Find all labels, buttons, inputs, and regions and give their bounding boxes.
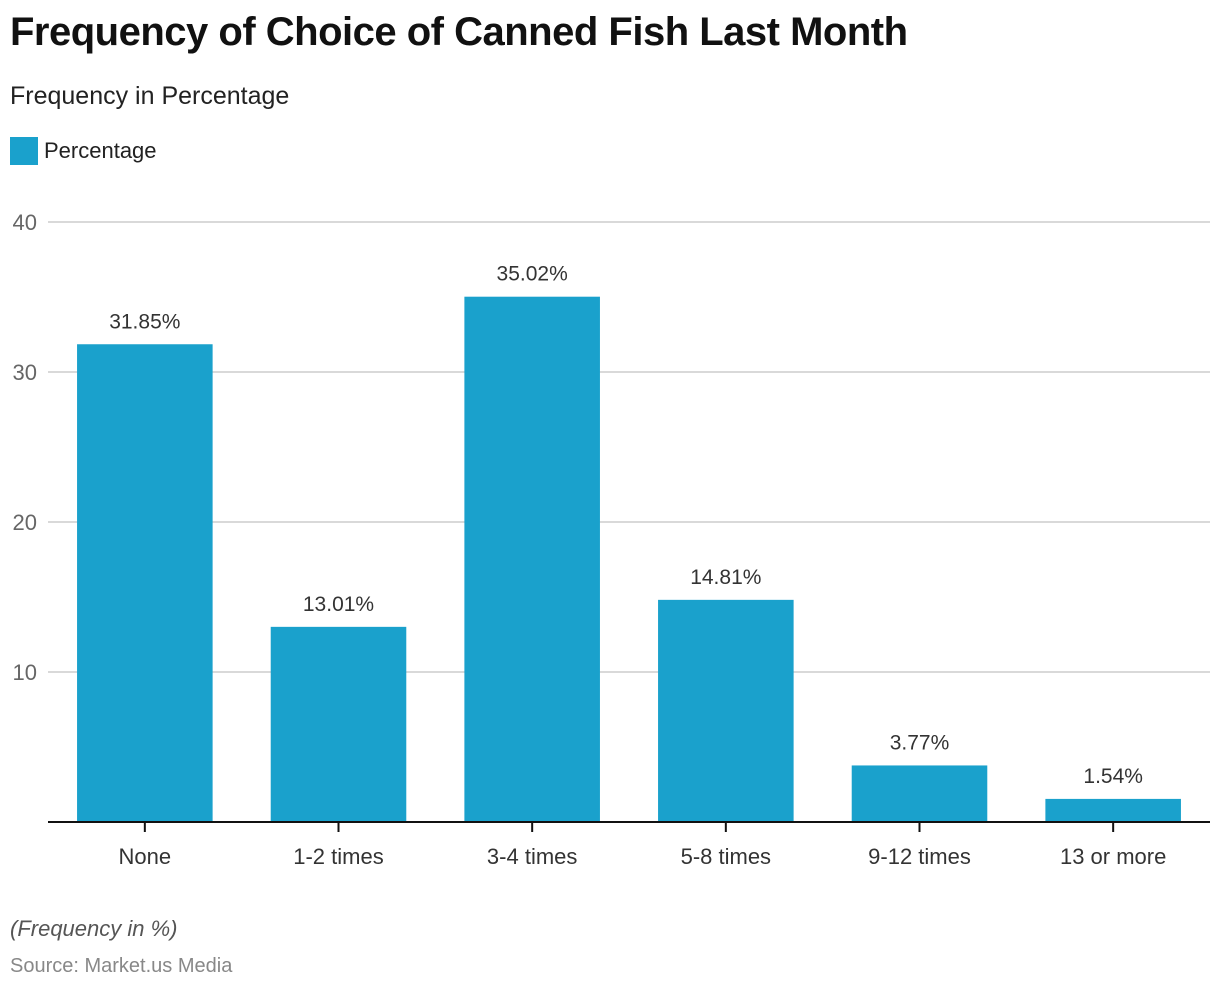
bar [77, 344, 213, 822]
chart-title: Frequency of Choice of Canned Fish Last … [10, 10, 908, 54]
x-tick-label: 5-8 times [681, 844, 771, 869]
legend-label: Percentage [44, 138, 157, 163]
bar [658, 599, 794, 822]
bar [464, 296, 600, 822]
footnote: (Frequency in %) [10, 916, 178, 941]
legend-swatch [10, 137, 38, 165]
chart-subtitle: Frequency in Percentage [10, 82, 290, 110]
legend: Percentage [10, 137, 157, 165]
x-tick-label: 3-4 times [487, 844, 577, 869]
data-label: 31.85% [109, 310, 180, 333]
x-axis: None 1-2 times 3-4 times 5-8 times 9-12 time… [48, 821, 1210, 869]
y-tick-label: 10 [13, 660, 37, 685]
y-tick-label: 20 [13, 510, 37, 535]
gridlines [48, 221, 1210, 673]
data-labels: 31.85% 13.01% 35.02% 14.81% 3.77% 1.54% [109, 263, 1143, 788]
data-label: 13.01% [303, 593, 374, 616]
y-tick-label: 30 [13, 360, 37, 385]
data-label: 3.77% [890, 731, 950, 754]
x-tick-label: None [119, 844, 172, 869]
source-note: Source: Market.us Media [10, 955, 233, 977]
y-axis-ticks: 10 20 30 40 [13, 210, 37, 685]
data-label: 35.02% [497, 263, 568, 286]
bars [77, 296, 1181, 822]
data-label: 14.81% [690, 566, 761, 589]
x-tick-label: 9-12 times [868, 844, 971, 869]
bar [851, 765, 988, 822]
bar [1045, 798, 1181, 822]
bar [270, 626, 407, 822]
y-tick-label: 40 [13, 210, 37, 235]
x-tick-label: 1-2 times [293, 844, 383, 869]
data-label: 1.54% [1083, 765, 1143, 788]
x-tick-label: 13 or more [1060, 844, 1166, 869]
